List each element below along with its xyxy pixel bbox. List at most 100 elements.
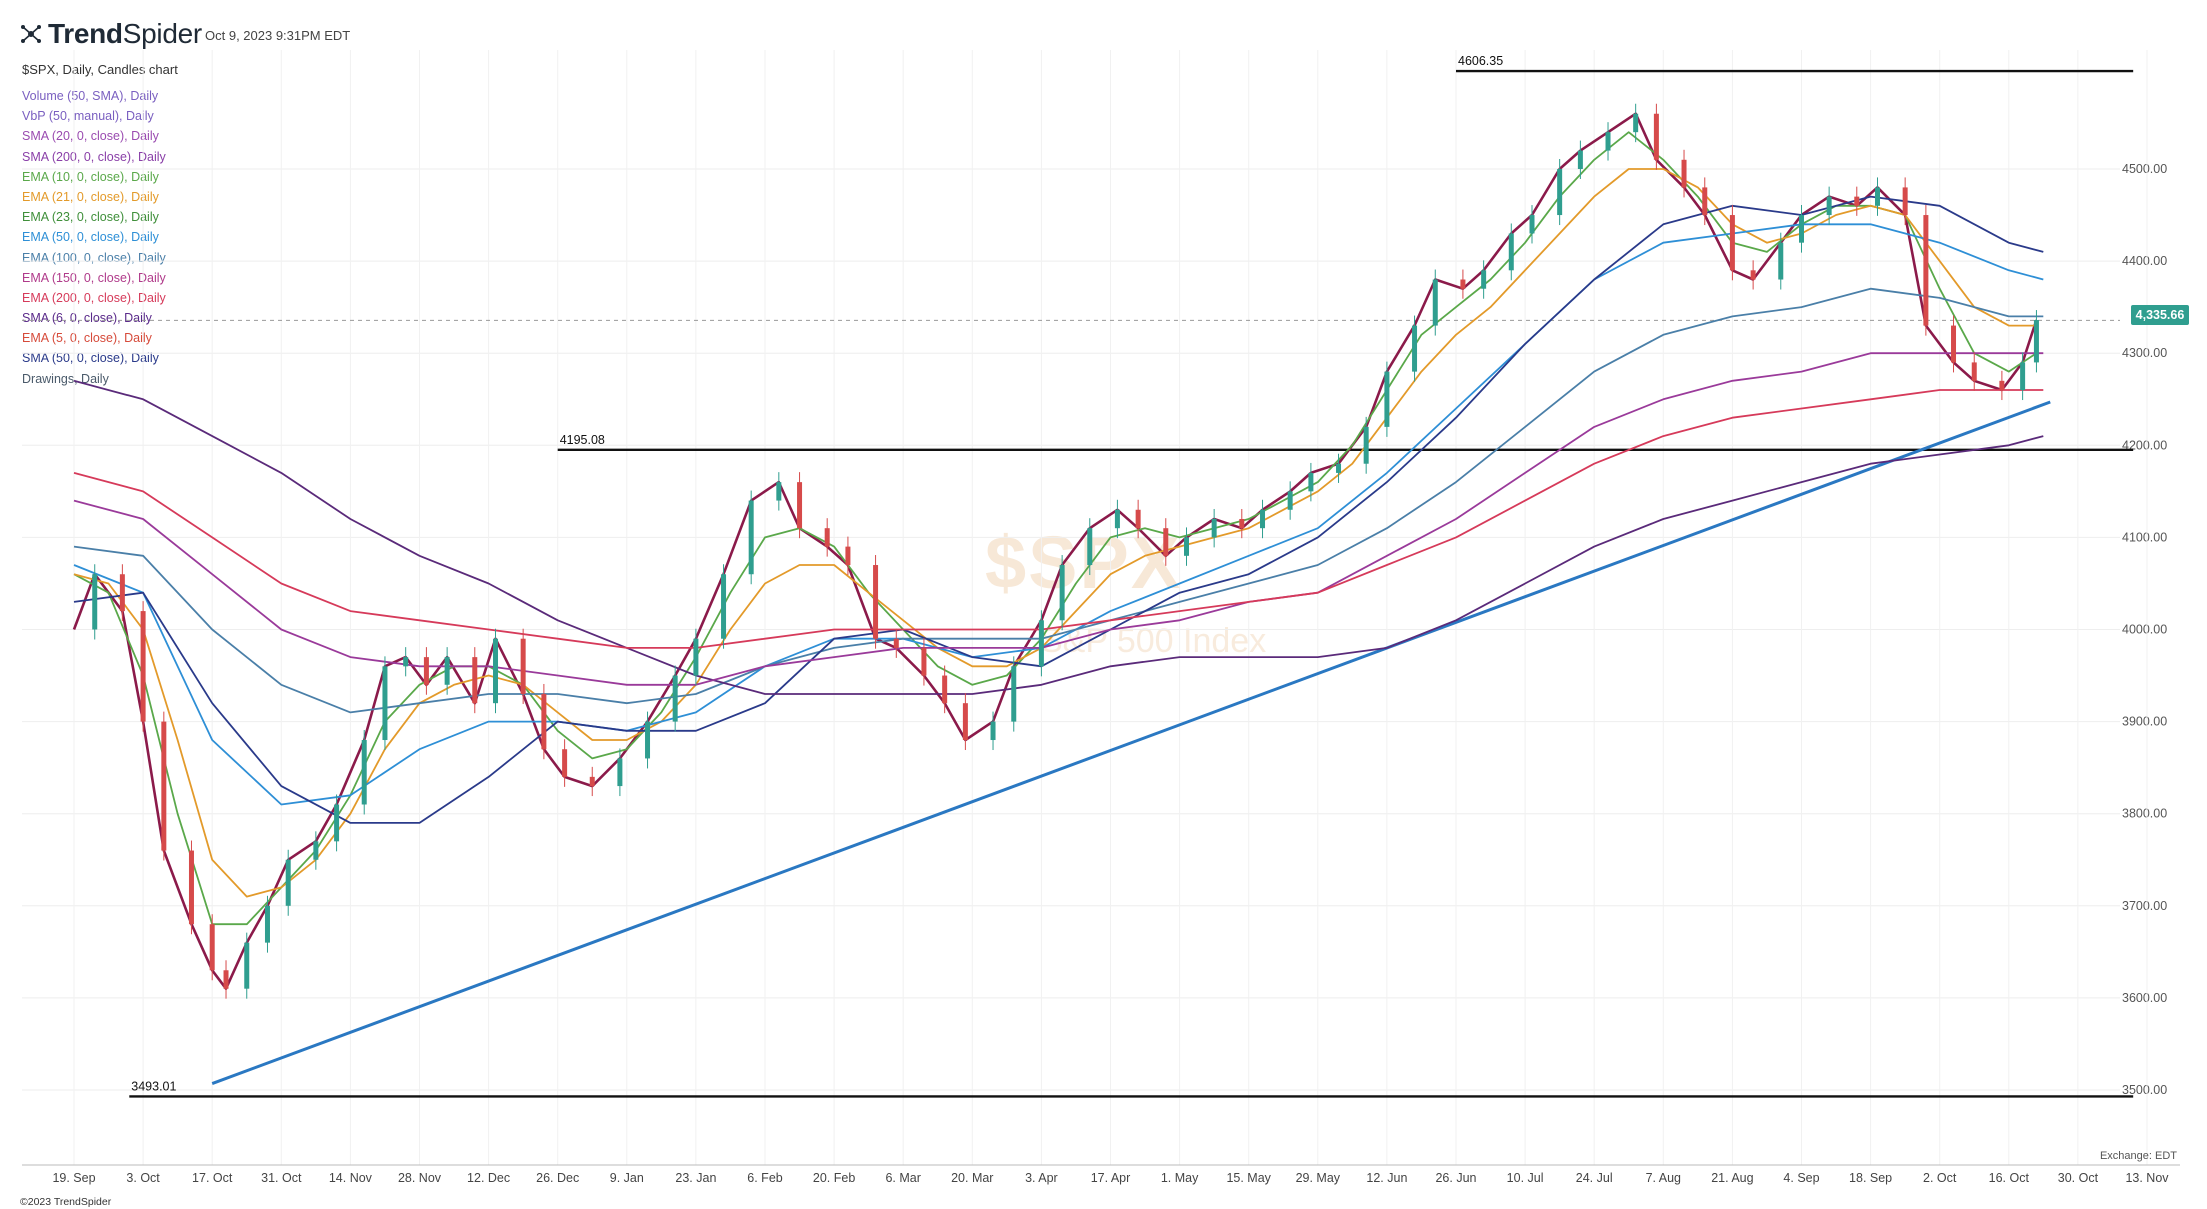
candle-body	[824, 528, 830, 547]
series-line-ema100	[73, 287, 2044, 714]
candle-body	[645, 721, 651, 759]
x-tick-label: 31. Oct	[261, 1171, 302, 1185]
candle-body	[1854, 196, 1860, 206]
x-tick-label: 28. Nov	[398, 1171, 442, 1185]
y-tick-label: 4300.00	[2122, 346, 2167, 360]
candle-body	[382, 666, 388, 741]
indicator-legend-item[interactable]: EMA (10, 0, close), Daily	[22, 169, 159, 184]
candle-body	[1384, 371, 1390, 427]
candle-body	[1577, 150, 1583, 169]
candle-body	[1875, 187, 1881, 206]
indicator-legend-item[interactable]: Volume (50, SMA), Daily	[22, 89, 159, 103]
indicator-legend-item[interactable]: SMA (50, 0, close), Daily	[22, 351, 159, 366]
x-tick-label: 19. Sep	[52, 1171, 95, 1185]
candle-body	[962, 703, 968, 741]
brand-light: Spider	[122, 18, 202, 49]
candle-body	[444, 657, 450, 685]
indicator-legend-item[interactable]: VbP (50, manual), Daily	[22, 109, 154, 124]
candle-body	[693, 638, 699, 676]
candle-body	[873, 565, 879, 639]
candle-body	[313, 841, 319, 860]
candle-body	[1633, 113, 1639, 133]
indicator-legend-item[interactable]: EMA (21, 0, close), Daily	[22, 189, 159, 204]
x-tick-label: 7. Aug	[1646, 1171, 1681, 1185]
candle-body	[748, 500, 754, 575]
candle-body	[1011, 666, 1017, 722]
chart-timestamp: Oct 9, 2023 9:31PM EDT	[205, 28, 351, 43]
candle-body	[1799, 215, 1804, 243]
indicator-legend-item[interactable]: EMA (50, 0, close), Daily	[22, 230, 159, 245]
candle-body	[1184, 537, 1190, 556]
brand-name: TrendSpider	[48, 18, 202, 50]
candle-body	[562, 749, 568, 777]
candle-body	[1826, 196, 1832, 216]
candle-body	[472, 657, 478, 704]
candle-body	[140, 611, 146, 722]
candle-body	[1239, 518, 1245, 529]
x-tick-label: 24. Jul	[1576, 1171, 1613, 1185]
indicator-legend-item[interactable]: SMA (200, 0, close), Daily	[22, 149, 166, 164]
indicator-legend-item[interactable]: EMA (5, 0, close), Daily	[22, 331, 152, 346]
candle-body	[1363, 426, 1369, 464]
indicator-legend-item[interactable]: SMA (20, 0, close), Daily	[22, 129, 159, 144]
candle-body	[990, 721, 996, 741]
level-label: 3493.01	[131, 1079, 176, 1093]
candle-body	[1750, 270, 1756, 280]
indicator-legend-item[interactable]: Drawings, Daily	[22, 371, 109, 386]
x-tick-label: 15. May	[1226, 1171, 1271, 1185]
x-tick-label: 16. Oct	[1989, 1171, 2030, 1185]
candle-body	[1087, 528, 1093, 566]
y-tick-label: 4200.00	[2122, 438, 2167, 452]
indicator-legend-item[interactable]: EMA (23, 0, close), Daily	[22, 210, 159, 225]
candle-body	[1999, 380, 2005, 391]
candle-body	[1778, 242, 1784, 280]
series-line-ema200	[73, 389, 2044, 649]
candle-body	[721, 574, 727, 639]
candle-body	[1163, 528, 1169, 556]
candle-body	[264, 905, 270, 943]
candle-body	[1529, 215, 1535, 234]
x-tick-label: 21. Aug	[1711, 1171, 1753, 1185]
indicator-legend-item[interactable]: EMA (150, 0, close), Daily	[22, 270, 166, 285]
candle-body	[672, 675, 678, 722]
x-tick-label: 1. May	[1161, 1171, 1199, 1185]
series-line-sma200	[73, 379, 2044, 695]
candle-body	[1412, 325, 1418, 372]
indicator-legend-item[interactable]: SMA (6, 0, close), Daily	[22, 311, 152, 326]
candle-body	[1308, 472, 1314, 492]
candle-body	[1114, 509, 1120, 529]
candle-body	[188, 850, 194, 925]
candle-body	[2020, 362, 2026, 391]
exchange-label: Exchange: EDT	[2099, 1150, 2177, 1162]
candle-body	[776, 482, 782, 501]
x-tick-label: 2. Oct	[1923, 1171, 1957, 1185]
candle-body	[2033, 320, 2039, 363]
symbol-line[interactable]: $SPX, Daily, Candles chart	[22, 62, 178, 77]
candle-body	[285, 859, 291, 906]
x-tick-label: 13. Nov	[2125, 1171, 2169, 1185]
x-tick-label: 17. Oct	[192, 1171, 233, 1185]
trendspider-logo[interactable]: TrendSpider	[20, 18, 202, 50]
indicator-legend-item[interactable]: EMA (200, 0, close), Daily	[22, 290, 166, 305]
candle-body	[244, 942, 250, 989]
x-tick-label: 30. Oct	[2058, 1171, 2099, 1185]
x-tick-label: 6. Feb	[747, 1171, 782, 1185]
candle-body	[1653, 113, 1659, 160]
candle-body	[1702, 187, 1708, 216]
level-label: 4195.08	[560, 433, 605, 447]
x-tick-label: 9. Jan	[610, 1171, 644, 1185]
series-line-ema150	[73, 352, 2044, 686]
x-tick-label: 12. Dec	[467, 1171, 510, 1185]
candle-body	[845, 546, 851, 566]
x-tick-label: 6. Mar	[885, 1171, 920, 1185]
candle-body	[1681, 159, 1687, 188]
y-tick-label: 3900.00	[2122, 715, 2167, 729]
x-tick-label: 18. Sep	[1849, 1171, 1892, 1185]
candle-body	[209, 924, 215, 971]
y-tick-label: 3500.00	[2122, 1083, 2167, 1097]
x-tick-label: 20. Mar	[951, 1171, 993, 1185]
candle-body	[942, 675, 948, 704]
watermark-symbol: $SPX	[985, 521, 1183, 604]
